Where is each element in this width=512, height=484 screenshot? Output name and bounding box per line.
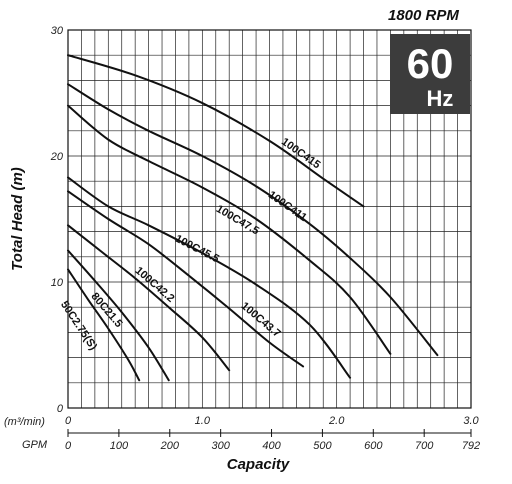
x-tick-label-secondary: 0 (65, 440, 72, 452)
curve-4 (67, 190, 305, 368)
x-tick-label-secondary: 300 (211, 440, 230, 452)
badge-background (390, 34, 470, 114)
curve-label: 100C45.5 (173, 233, 221, 266)
x-unit-secondary: GPM (22, 439, 48, 451)
y-tick-label: 10 (51, 277, 64, 289)
x-tick-label-secondary: 700 (415, 440, 434, 452)
curve-label: 100C42.2 (133, 265, 177, 305)
curves (67, 54, 439, 382)
x-tick-label-primary: 0 (65, 415, 72, 427)
y-tick-label: 20 (50, 151, 64, 163)
badge-frequency: 60 (407, 40, 454, 87)
curve-3 (67, 176, 352, 379)
x-tick-label-primary: 2.0 (328, 415, 345, 427)
x-unit-primary: (m³/min) (4, 416, 45, 428)
badge-unit: Hz (427, 86, 454, 111)
x-tick-label-secondary: 500 (313, 440, 332, 452)
x-tick-label-secondary: 400 (262, 440, 281, 452)
x-tick-label-secondary: 200 (160, 440, 180, 452)
x-axis-title: Capacity (227, 456, 290, 473)
x-tick-label-secondary: 600 (364, 440, 383, 452)
plot-frame (67, 29, 472, 409)
curve-1 (67, 83, 439, 357)
x-tick-label-primary: 1.0 (195, 415, 211, 427)
curve-5 (67, 224, 231, 372)
frequency-badge: 60 Hz (390, 34, 470, 114)
x-tick-label-primary: 3.0 (463, 415, 479, 427)
curve-7 (67, 268, 141, 382)
y-tick-label: 30 (51, 25, 64, 37)
rpm-label: 1800 RPM (388, 7, 459, 24)
curve-label: 100C415 (279, 136, 322, 171)
y-axis-title: Total Head (m) (9, 167, 26, 271)
curve-0 (67, 54, 365, 208)
x-tick-label-secondary: 792 (462, 440, 480, 452)
curve-6 (67, 249, 170, 382)
curve-2 (67, 104, 392, 355)
y-tick-label: 0 (57, 403, 64, 415)
x-tick-label-secondary: 100 (110, 440, 129, 452)
